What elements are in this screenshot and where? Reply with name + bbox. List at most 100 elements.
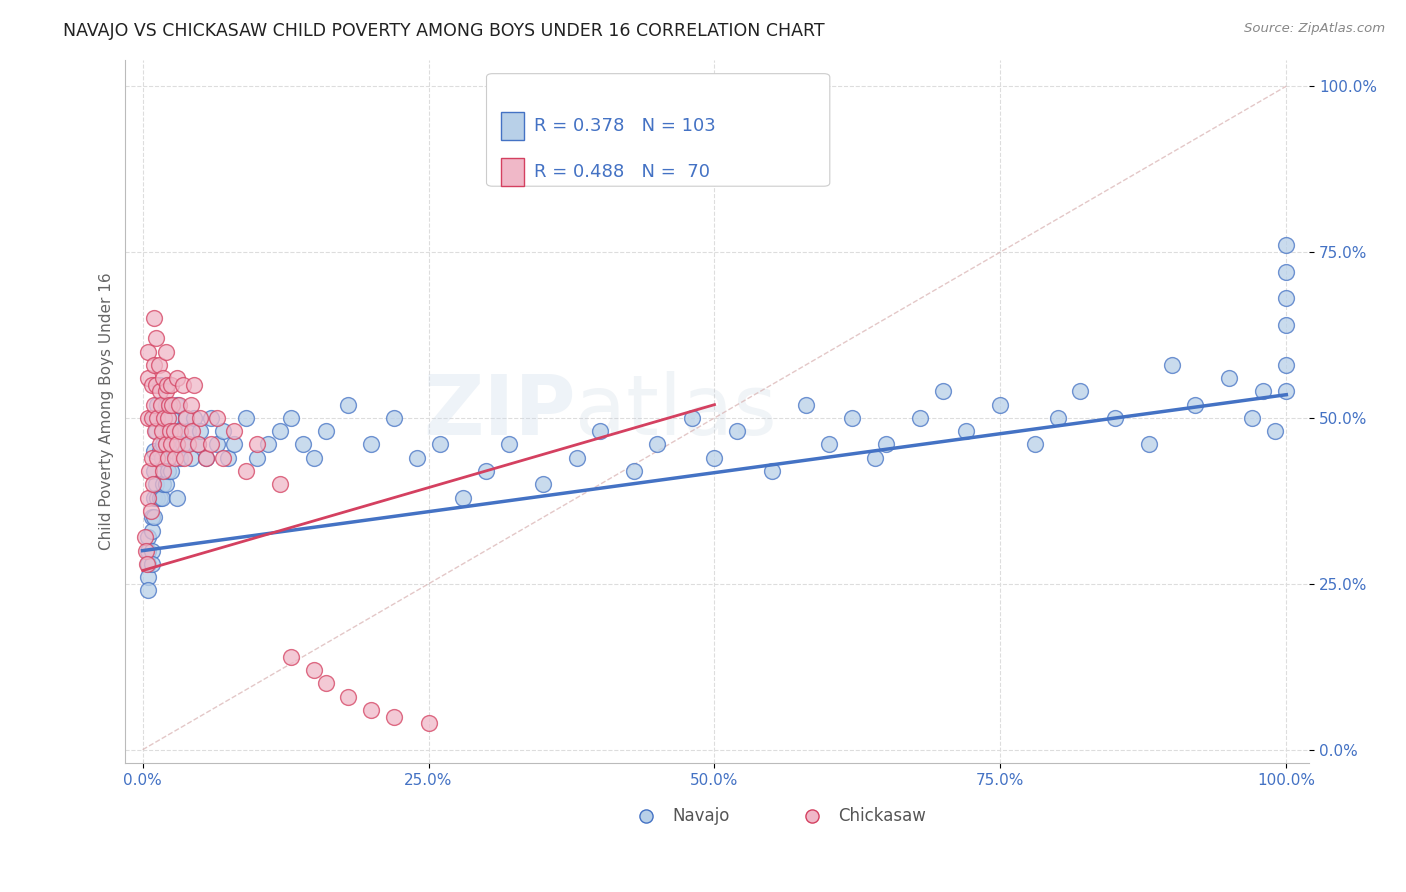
Point <box>841 411 863 425</box>
Point <box>146 450 169 465</box>
Point <box>149 384 172 399</box>
Point <box>143 424 166 438</box>
Point <box>418 716 440 731</box>
Point <box>1161 358 1184 372</box>
Point <box>155 384 177 399</box>
Point <box>138 371 160 385</box>
Point <box>146 491 169 505</box>
Point <box>141 510 163 524</box>
Point <box>990 398 1012 412</box>
Point <box>150 491 173 505</box>
Point <box>148 358 170 372</box>
Point <box>152 464 174 478</box>
Point <box>156 464 179 478</box>
Point <box>152 437 174 451</box>
Point <box>1024 437 1046 451</box>
Point <box>136 557 159 571</box>
Point <box>141 557 163 571</box>
Point <box>932 384 955 399</box>
Point <box>337 398 360 412</box>
Point <box>474 464 496 478</box>
Point <box>155 437 177 451</box>
Point <box>955 424 977 438</box>
Point <box>211 424 233 438</box>
Point <box>174 411 197 425</box>
Point <box>246 437 269 451</box>
Point <box>152 477 174 491</box>
Point <box>142 477 165 491</box>
Point <box>156 424 179 438</box>
Point <box>1104 411 1126 425</box>
Point <box>863 450 886 465</box>
Point <box>875 437 897 451</box>
Point <box>155 437 177 451</box>
Point <box>138 570 160 584</box>
Point <box>141 524 163 538</box>
Point <box>134 530 156 544</box>
Text: NAVAJO VS CHICKASAW CHILD POVERTY AMONG BOYS UNDER 16 CORRELATION CHART: NAVAJO VS CHICKASAW CHILD POVERTY AMONG … <box>63 22 825 40</box>
Point <box>180 424 202 438</box>
Point <box>141 543 163 558</box>
Point <box>163 450 186 465</box>
Point <box>1218 371 1240 385</box>
Point <box>150 424 173 438</box>
Point <box>567 450 589 465</box>
Point <box>162 398 184 412</box>
Point <box>143 510 166 524</box>
Point <box>166 371 188 385</box>
Point <box>224 437 246 451</box>
Point <box>143 464 166 478</box>
Point <box>149 444 172 458</box>
Point <box>138 530 160 544</box>
Point <box>141 377 163 392</box>
Point <box>177 424 200 438</box>
Point <box>138 583 160 598</box>
Point <box>143 398 166 412</box>
Point <box>141 450 163 465</box>
Point <box>818 437 841 451</box>
Point <box>315 676 337 690</box>
Point <box>645 437 668 451</box>
Point <box>910 411 932 425</box>
Point <box>183 411 205 425</box>
Point <box>205 411 228 425</box>
Point <box>135 543 157 558</box>
Point <box>1046 411 1069 425</box>
Point <box>138 543 160 558</box>
Point <box>143 444 166 458</box>
Point <box>200 437 222 451</box>
Point <box>188 411 211 425</box>
Point <box>337 690 360 704</box>
Point <box>167 424 190 438</box>
Point <box>153 411 176 425</box>
Point <box>269 424 291 438</box>
Point <box>138 411 160 425</box>
Point <box>302 450 325 465</box>
Point <box>180 450 202 465</box>
Point <box>217 450 239 465</box>
Point <box>152 371 174 385</box>
Point <box>269 477 291 491</box>
Point <box>291 437 314 451</box>
Point <box>1275 238 1298 252</box>
Point <box>360 437 382 451</box>
Point <box>186 437 208 451</box>
Point <box>1264 424 1286 438</box>
Point <box>235 464 257 478</box>
Point <box>138 344 160 359</box>
Point <box>145 477 167 491</box>
Point <box>155 398 177 412</box>
Point <box>155 344 177 359</box>
FancyBboxPatch shape <box>486 74 830 186</box>
Point <box>360 703 382 717</box>
Point <box>257 437 280 451</box>
Point <box>146 398 169 412</box>
Point <box>160 437 183 451</box>
Point <box>183 377 205 392</box>
Point <box>200 411 222 425</box>
Point <box>382 411 405 425</box>
Point <box>145 331 167 345</box>
Point <box>725 424 748 438</box>
Point <box>173 450 195 465</box>
Point <box>166 437 188 451</box>
